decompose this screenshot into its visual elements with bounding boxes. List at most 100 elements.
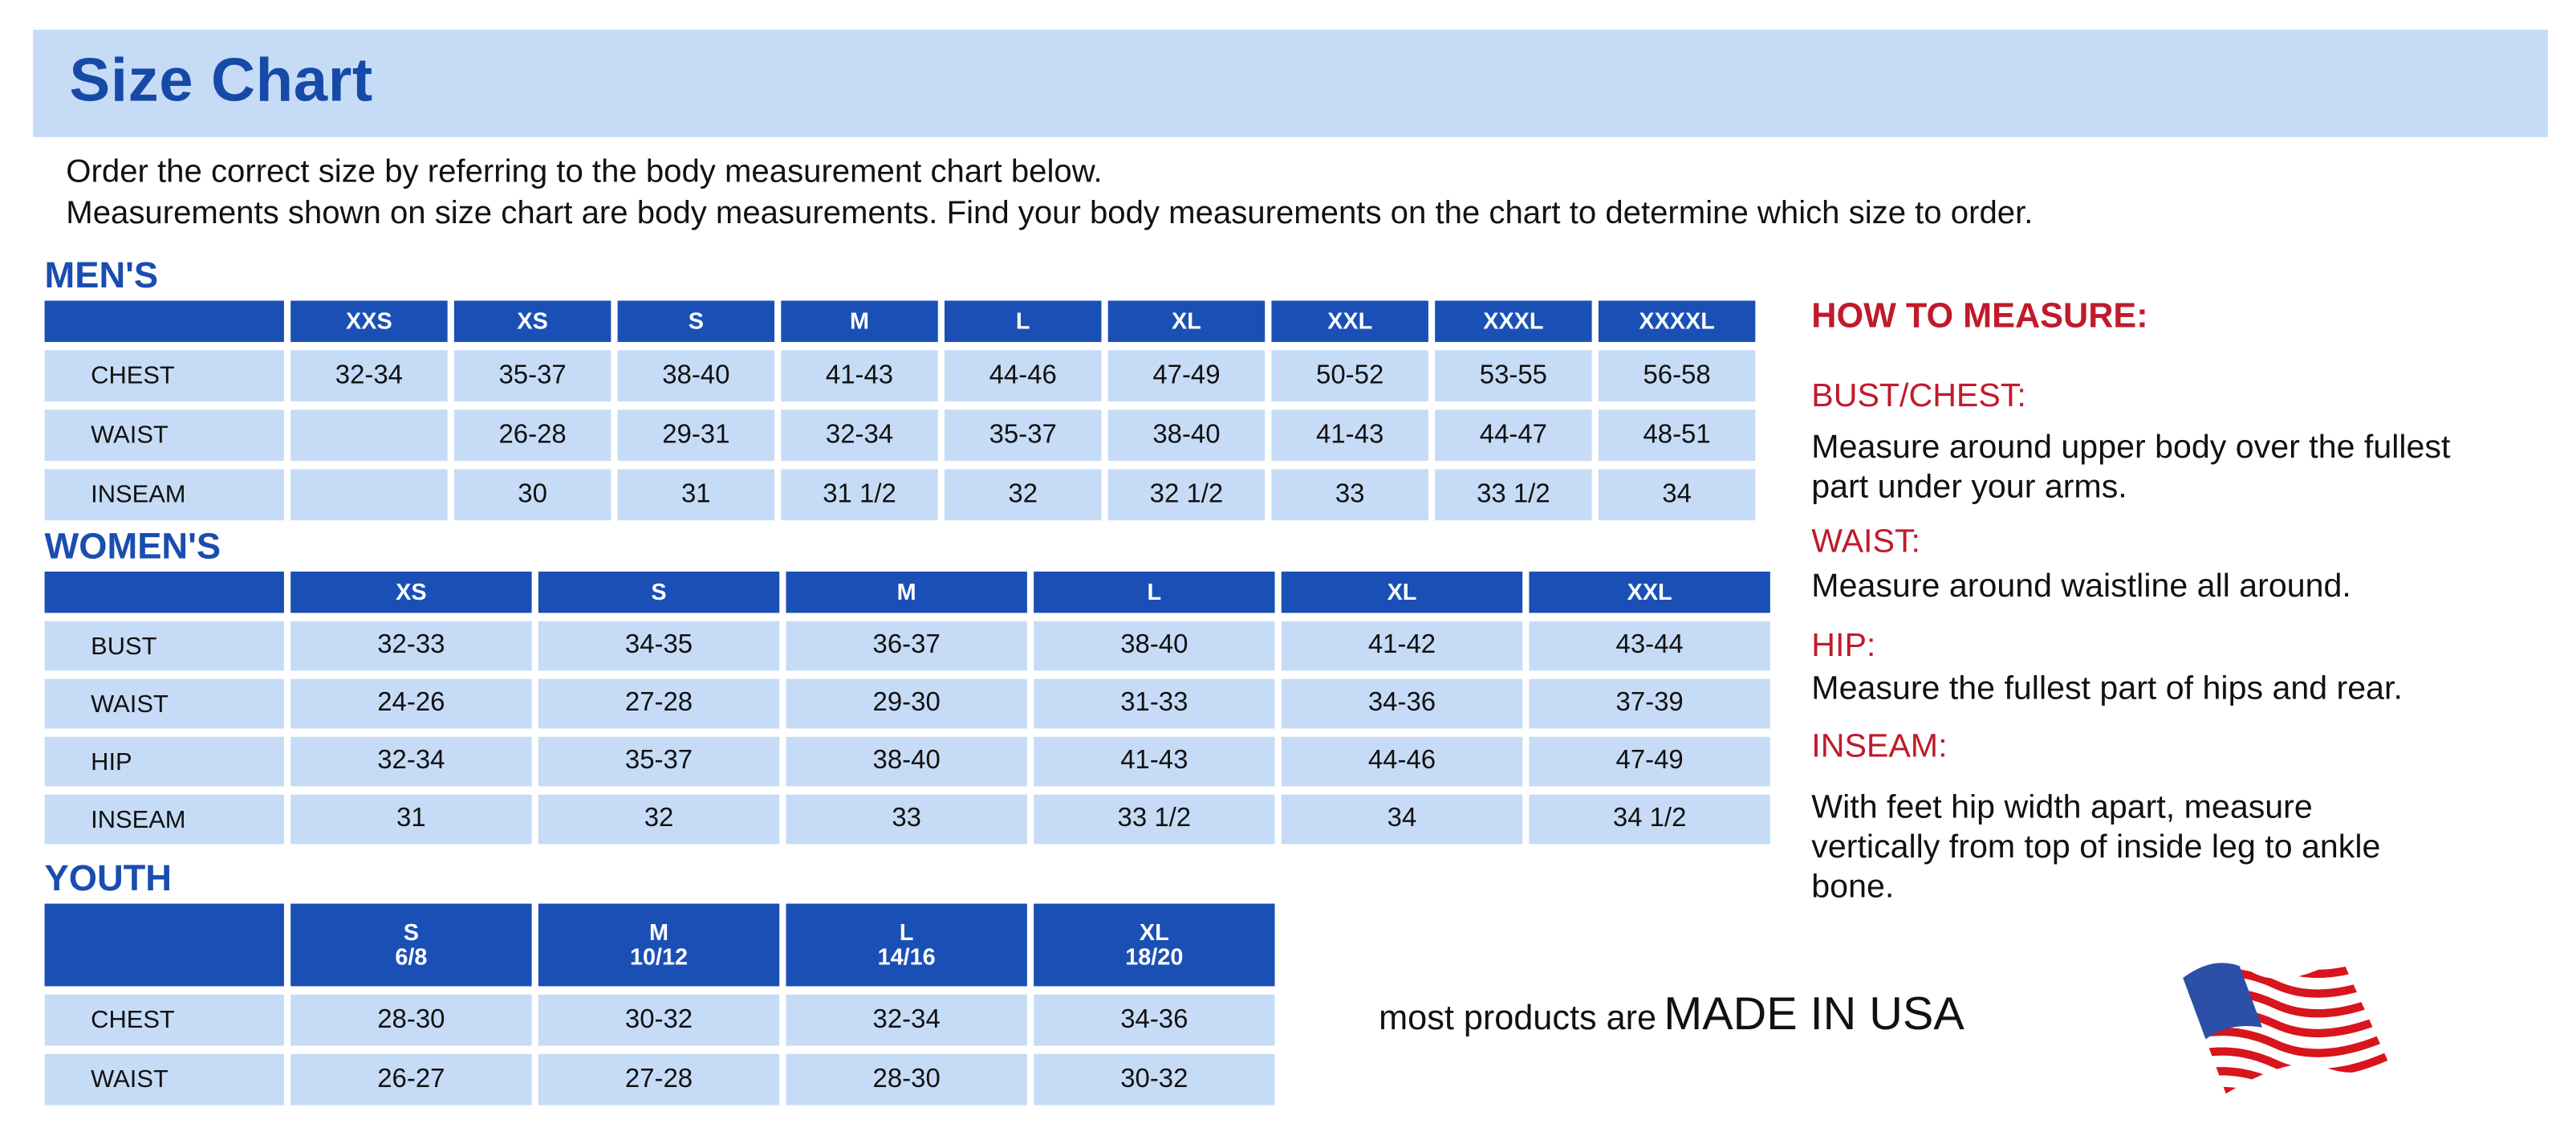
measurement-value-cell: 32-33: [291, 621, 532, 671]
measurement-value-cell: 56-58: [1598, 350, 1756, 402]
measurement-value-cell: 30-32: [1034, 1053, 1275, 1106]
measurement-value-cell: 32 1/2: [1107, 469, 1266, 521]
measurement-value-cell: 28-30: [291, 994, 532, 1046]
measurement-label-cell: INSEAM: [44, 469, 284, 521]
made-in-usa-note: most products are MADE IN USA: [1379, 988, 1965, 1041]
measurement-value-cell: 31: [291, 794, 532, 845]
size-header-cell: XS: [453, 300, 611, 342]
measurement-value-cell: 35-37: [453, 350, 611, 402]
measure-label-waist: WAIST:: [1811, 523, 1920, 560]
measurement-value-cell: 41-43: [1271, 409, 1428, 462]
size-header-cell: XL 18/20: [1034, 903, 1275, 987]
measurement-value-cell: 29-31: [617, 409, 775, 462]
measurement-value-cell: 34: [1598, 469, 1756, 521]
measurement-value-cell: 38-40: [1107, 409, 1266, 462]
measurement-value-cell: 44-46: [1281, 736, 1523, 787]
youth-size-table: S 6/8 M 10/12 L 14/16 XL 18/20 CHEST 28-30 30-…: [44, 903, 1275, 1106]
header-corner-cell: [44, 903, 284, 987]
measurement-label-cell: CHEST: [44, 994, 284, 1046]
measurement-value-cell: 32-34: [291, 736, 532, 787]
womens-size-table: XS S M L XL XXL BUST 32-33 34-35 36-37 38-40 41-42 4…: [44, 571, 1770, 845]
size-header-cell: S 6/8: [291, 903, 532, 987]
measurement-value-cell: 32: [538, 794, 780, 845]
measurement-value-cell: 35-37: [945, 409, 1102, 462]
measurement-value-cell: 31 1/2: [781, 469, 938, 521]
measurement-label-cell: WAIST: [44, 1053, 284, 1106]
measurement-value-cell: 44-47: [1435, 409, 1592, 462]
measurement-value-cell: 47-49: [1107, 350, 1266, 402]
measurement-value-cell: 35-37: [538, 736, 780, 787]
measurement-label-cell: WAIST: [44, 409, 284, 462]
measure-label-hip: HIP:: [1811, 627, 1876, 665]
how-to-measure-title: HOW TO MEASURE:: [1811, 297, 2148, 336]
size-header-cell: XXS: [291, 300, 448, 342]
measurement-value-cell: 53-55: [1435, 350, 1592, 402]
measurement-value-cell: [291, 409, 448, 462]
measurement-label-cell: WAIST: [44, 678, 284, 729]
measurement-value-cell: 28-30: [786, 1053, 1027, 1106]
measurement-value-cell: 27-28: [538, 678, 780, 729]
measurement-value-cell: 47-49: [1529, 736, 1770, 787]
measurement-value-cell: 38-40: [617, 350, 775, 402]
made-in-usa-prefix: most products are: [1379, 999, 1657, 1038]
measure-text-bust-chest: Measure around upper body over the fulle…: [1811, 430, 2451, 506]
measurement-value-cell: 32-34: [786, 994, 1027, 1046]
measurement-value-cell: 32-34: [781, 409, 938, 462]
measurement-value-cell: 38-40: [1034, 621, 1275, 671]
measurement-value-cell: 33: [1271, 469, 1428, 521]
measurement-label-cell: HIP: [44, 736, 284, 787]
size-header-cell: M 10/12: [538, 903, 780, 987]
measurement-value-cell: 30: [453, 469, 611, 521]
measurement-value-cell: 31: [617, 469, 775, 521]
size-header-cell: XXXL: [1435, 300, 1592, 342]
measurement-value-cell: 34-36: [1034, 994, 1275, 1046]
intro-line-1: Order the correct size by referring to t…: [66, 153, 1103, 190]
measurement-value-cell: 32-34: [291, 350, 448, 402]
size-header-cell: XS: [291, 571, 532, 613]
mens-size-table: XXS XS S M L XL XXL XXXL XXXXL CHEST 32-34 35-37 38-…: [44, 300, 1756, 521]
measure-label-inseam: INSEAM:: [1811, 728, 1948, 765]
measurement-value-cell: 30-32: [538, 994, 780, 1046]
measurement-value-cell: 50-52: [1271, 350, 1428, 402]
measurement-value-cell: 37-39: [1529, 678, 1770, 729]
page-title: Size Chart: [69, 46, 373, 114]
measurement-value-cell: 26-27: [291, 1053, 532, 1106]
size-header-cell: XL: [1281, 571, 1523, 613]
measurement-label-cell: BUST: [44, 621, 284, 671]
measure-text-hip: Measure the fullest part of hips and rea…: [1811, 670, 2403, 707]
measurement-value-cell: 43-44: [1529, 621, 1770, 671]
measurement-value-cell: 34-35: [538, 621, 780, 671]
measurement-value-cell: 32: [945, 469, 1102, 521]
measurement-value-cell: 41-43: [1034, 736, 1275, 787]
measurement-value-cell: 34 1/2: [1529, 794, 1770, 845]
size-header-cell: L: [945, 300, 1102, 342]
header-corner-cell: [44, 571, 284, 613]
measurement-value-cell: 41-42: [1281, 621, 1523, 671]
measurement-value-cell: 36-37: [786, 621, 1027, 671]
intro-line-2: Measurements shown on size chart are bod…: [66, 194, 2034, 232]
measurement-value-cell: 26-28: [453, 409, 611, 462]
measurement-value-cell: 29-30: [786, 678, 1027, 729]
youth-section-label: YOUTH: [44, 857, 173, 899]
made-in-usa-emphasis: MADE IN USA: [1664, 987, 1965, 1040]
measure-text-waist: Measure around waistline all around.: [1811, 568, 2351, 605]
measure-text-inseam: With feet hip width apart, measure verti…: [1811, 789, 2381, 906]
mens-section-label: MEN'S: [44, 254, 159, 296]
womens-section-label: WOMEN'S: [44, 525, 221, 567]
header-corner-cell: [44, 300, 284, 342]
size-header-cell: XXXXL: [1598, 300, 1756, 342]
size-header-cell: S: [538, 571, 780, 613]
measurement-value-cell: 38-40: [786, 736, 1027, 787]
size-header-cell: S: [617, 300, 775, 342]
measurement-value-cell: 34-36: [1281, 678, 1523, 729]
measurement-value-cell: 41-43: [781, 350, 938, 402]
measurement-value-cell: 33 1/2: [1435, 469, 1592, 521]
size-header-cell: L 14/16: [786, 903, 1027, 987]
measurement-value-cell: 48-51: [1598, 409, 1756, 462]
measurement-value-cell: 24-26: [291, 678, 532, 729]
us-flag-icon: [2183, 958, 2388, 1094]
size-header-cell: L: [1034, 571, 1275, 613]
measurement-label-cell: CHEST: [44, 350, 284, 402]
size-header-cell: XL: [1107, 300, 1266, 342]
measure-label-bust-chest: BUST/CHEST:: [1811, 378, 2026, 415]
